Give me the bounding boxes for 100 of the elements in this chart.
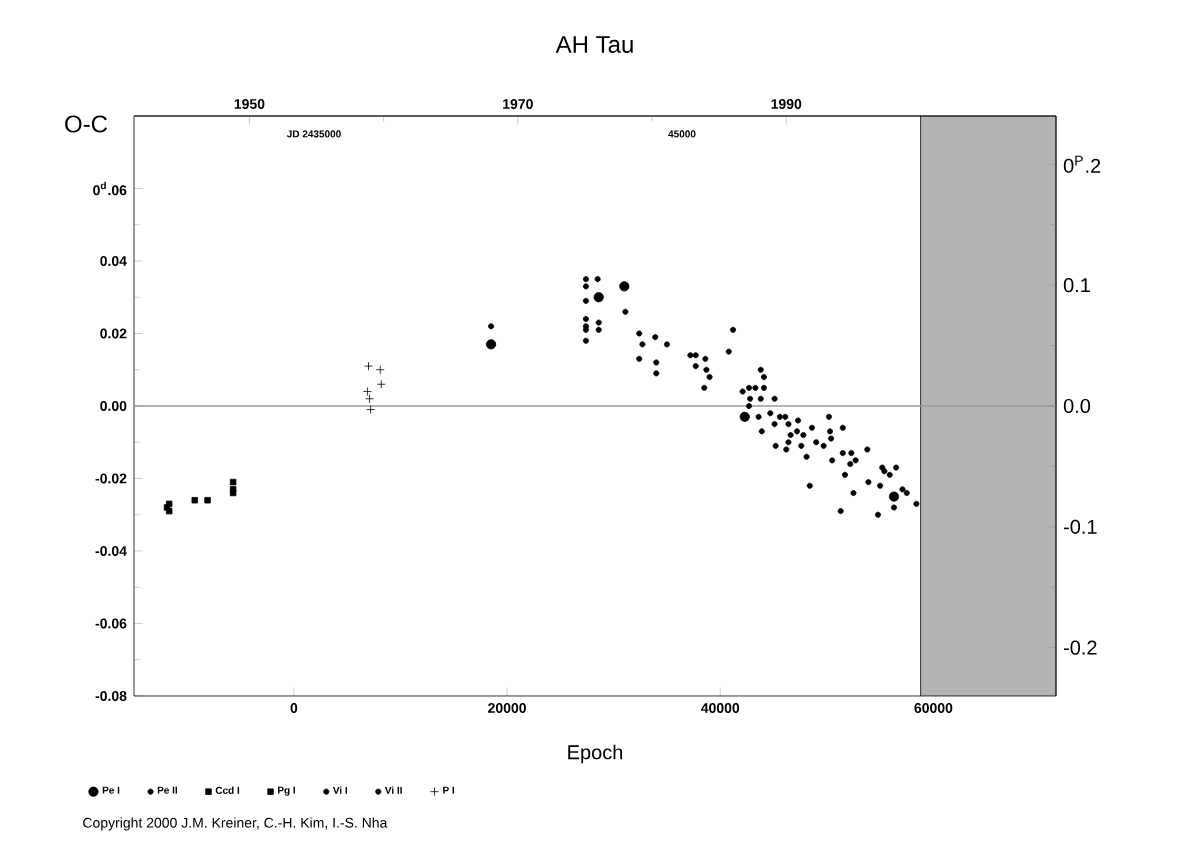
point	[800, 431, 807, 438]
point	[363, 387, 372, 396]
point	[837, 508, 844, 515]
point	[636, 355, 643, 362]
point	[757, 366, 764, 373]
point	[803, 453, 810, 460]
point	[582, 283, 589, 290]
point	[848, 450, 855, 457]
point	[593, 292, 604, 303]
point	[793, 428, 800, 435]
point	[829, 457, 836, 464]
point	[639, 341, 646, 348]
point	[899, 486, 906, 493]
x-axis-title: Epoch	[568, 744, 623, 764]
point	[702, 355, 709, 362]
point	[366, 405, 376, 415]
point	[653, 370, 660, 377]
point	[888, 491, 900, 502]
point	[825, 413, 832, 420]
y-axis-title: O-C	[65, 115, 108, 133]
point	[746, 402, 753, 409]
point	[850, 489, 857, 496]
point	[364, 361, 373, 371]
point	[619, 281, 630, 292]
point	[782, 413, 789, 420]
point	[595, 319, 602, 326]
point	[760, 373, 767, 380]
point	[746, 384, 753, 391]
point	[808, 424, 815, 431]
y2-tick-label: 0.0	[1063, 398, 1091, 414]
point	[886, 471, 893, 478]
point	[806, 482, 813, 489]
point	[795, 417, 802, 424]
point	[594, 276, 601, 283]
point	[865, 479, 872, 486]
point	[758, 428, 765, 435]
point	[877, 482, 884, 489]
point	[653, 359, 660, 366]
point	[747, 395, 754, 402]
point	[692, 363, 699, 370]
y2-tick-label: 0$^{P}$.2	[1063, 155, 1101, 173]
point	[847, 460, 854, 467]
point	[687, 352, 694, 359]
point	[191, 497, 198, 504]
point	[595, 326, 602, 333]
point	[820, 442, 827, 449]
point	[375, 365, 385, 375]
point	[229, 478, 237, 486]
point	[785, 439, 792, 446]
point	[760, 384, 767, 391]
point	[582, 297, 589, 304]
point	[706, 373, 713, 380]
point	[739, 411, 750, 422]
point	[757, 395, 764, 402]
point	[488, 323, 495, 330]
point	[767, 410, 774, 417]
point	[582, 337, 589, 344]
point	[376, 379, 386, 389]
point	[703, 366, 710, 373]
point	[636, 330, 643, 337]
point	[752, 384, 759, 391]
point	[725, 348, 732, 355]
point	[730, 326, 737, 333]
chart-title: AH Tau	[555, 36, 633, 53]
point	[787, 431, 794, 438]
point	[582, 315, 589, 322]
point	[772, 442, 779, 449]
y2-tick-label: 0.1	[1063, 278, 1090, 293]
point	[839, 450, 846, 457]
point	[841, 471, 848, 478]
point	[582, 276, 589, 283]
point	[783, 446, 790, 453]
point	[692, 352, 699, 359]
point	[755, 413, 762, 420]
point	[864, 446, 871, 453]
point	[776, 413, 783, 420]
point	[827, 428, 834, 435]
point	[903, 489, 910, 496]
point	[893, 464, 900, 471]
point	[663, 341, 670, 348]
point	[874, 511, 881, 518]
y2-tick-label: -0.1	[1063, 519, 1097, 534]
point	[652, 334, 659, 341]
point	[771, 421, 778, 428]
point	[798, 442, 805, 449]
point	[365, 394, 374, 404]
point	[852, 457, 859, 464]
point	[890, 504, 897, 511]
point	[622, 308, 629, 315]
point	[813, 439, 820, 446]
point	[785, 421, 792, 428]
y2-tick-label: -0.2	[1063, 640, 1097, 655]
point	[701, 384, 708, 391]
point	[913, 500, 920, 507]
point	[828, 435, 835, 442]
point	[485, 339, 497, 350]
point	[204, 497, 211, 504]
point	[839, 424, 846, 431]
point	[739, 388, 746, 395]
point	[771, 395, 778, 402]
